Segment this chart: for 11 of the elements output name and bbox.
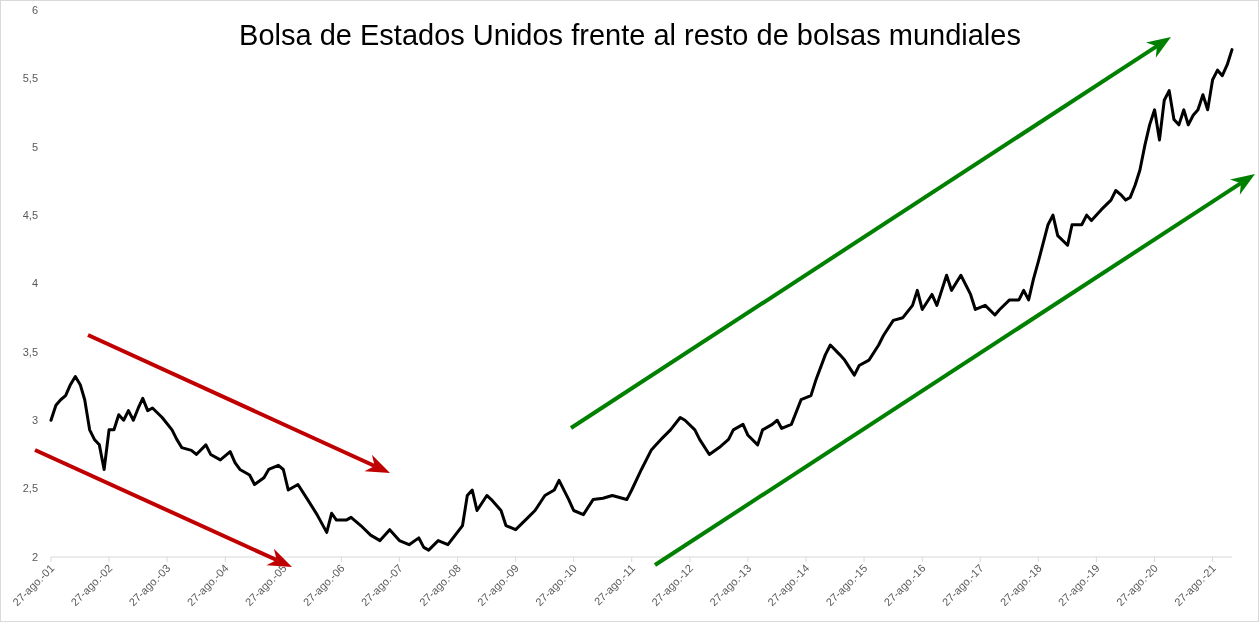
y-tick-label: 3 <box>31 414 38 427</box>
y-tick-label: 4,5 <box>22 208 38 221</box>
line-series <box>49 48 1234 552</box>
y-tick-label: 3,5 <box>22 345 38 358</box>
y-tick-label: 5,5 <box>22 72 38 85</box>
y-tick-label: 6 <box>31 3 38 16</box>
chart-title: Bolsa de Estados Unidos frente al resto de bolsas mundiales <box>239 19 1021 51</box>
y-tick-label: 5 <box>31 140 38 153</box>
y-tick-label: 4 <box>31 277 38 290</box>
y-tick-label: 2,5 <box>22 482 38 495</box>
y-tick-label: 2 <box>31 550 38 563</box>
